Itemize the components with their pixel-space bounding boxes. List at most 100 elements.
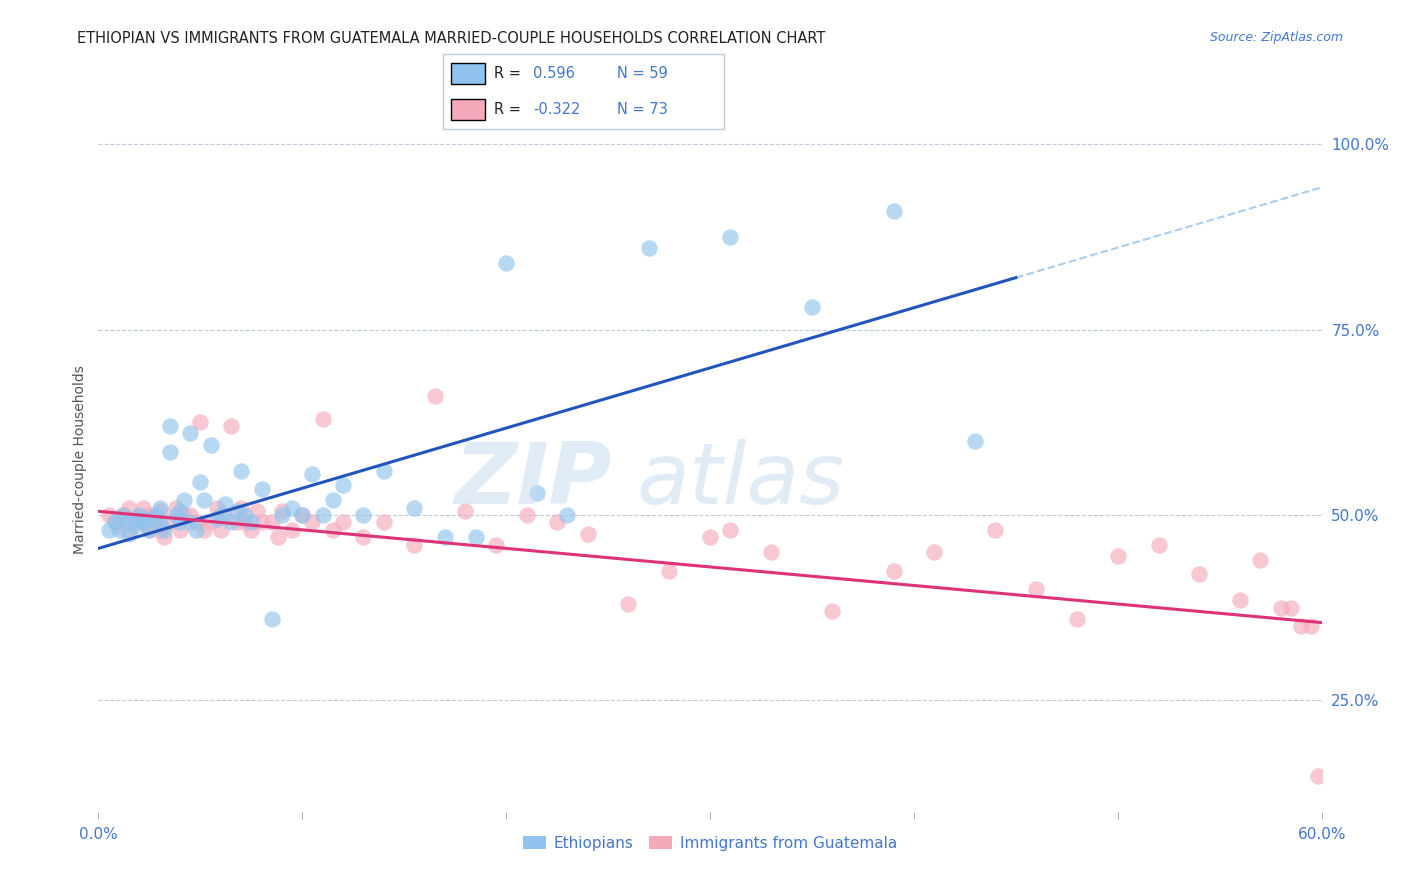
Point — [270, 504, 294, 518]
Point — [1291, 619, 1313, 633]
Point — [270, 508, 294, 522]
Point — [118, 500, 141, 515]
Point — [1270, 600, 1292, 615]
Point — [149, 504, 172, 518]
Point — [145, 508, 167, 522]
Point — [233, 516, 256, 530]
Point — [111, 508, 134, 522]
Text: N = 59: N = 59 — [617, 66, 668, 81]
Point — [118, 516, 141, 530]
Point — [516, 508, 538, 522]
Point — [658, 564, 681, 578]
Point — [1107, 549, 1129, 563]
Point — [801, 301, 824, 315]
Point — [576, 526, 599, 541]
Point — [169, 523, 191, 537]
Point — [281, 523, 304, 537]
Point — [404, 538, 426, 552]
Point — [111, 508, 134, 522]
Point — [97, 523, 120, 537]
Point — [240, 523, 263, 537]
Point — [205, 500, 228, 515]
Point — [149, 500, 172, 515]
Point — [761, 545, 783, 559]
Point — [165, 500, 187, 515]
Point — [179, 516, 201, 530]
Point — [546, 516, 568, 530]
Text: ZIP: ZIP — [454, 439, 612, 522]
Point — [138, 523, 160, 537]
Point — [250, 516, 273, 530]
Point — [231, 463, 253, 477]
Point — [179, 426, 201, 441]
Point — [159, 516, 181, 530]
Point — [219, 516, 242, 530]
Point — [128, 508, 150, 522]
Point — [984, 523, 1007, 537]
Text: N = 73: N = 73 — [617, 102, 668, 117]
Point — [97, 508, 120, 522]
Point — [246, 504, 269, 518]
Point — [922, 545, 945, 559]
Point — [423, 389, 446, 403]
Point — [1025, 582, 1047, 597]
Point — [373, 516, 395, 530]
Point — [193, 523, 215, 537]
Point — [149, 516, 172, 530]
Point — [219, 419, 242, 434]
Point — [250, 482, 273, 496]
Point — [1279, 600, 1302, 615]
FancyBboxPatch shape — [451, 99, 485, 120]
Point — [555, 508, 579, 522]
Legend: Ethiopians, Immigrants from Guatemala: Ethiopians, Immigrants from Guatemala — [517, 830, 903, 857]
Point — [179, 508, 201, 522]
Point — [104, 516, 127, 530]
Point — [186, 523, 208, 537]
Point — [108, 512, 131, 526]
Point — [124, 519, 146, 533]
Point — [128, 512, 150, 526]
Point — [118, 526, 141, 541]
Point — [138, 512, 160, 526]
Point — [173, 508, 195, 522]
Point — [145, 516, 167, 530]
Point — [188, 415, 212, 429]
Point — [352, 530, 374, 544]
Point — [152, 530, 174, 544]
Point — [291, 508, 314, 522]
Point — [1147, 538, 1170, 552]
Point — [267, 530, 290, 544]
Point — [209, 523, 232, 537]
Point — [617, 597, 640, 611]
Point — [526, 485, 548, 500]
Point — [260, 516, 283, 530]
Point — [118, 523, 141, 537]
Point — [138, 523, 160, 537]
Point — [159, 445, 181, 459]
Point — [332, 478, 354, 492]
Point — [281, 500, 304, 515]
Point — [226, 504, 249, 518]
Point — [1066, 612, 1088, 626]
Point — [138, 508, 160, 522]
Point — [149, 523, 172, 537]
Point — [291, 508, 314, 522]
Point — [718, 523, 742, 537]
Point — [322, 523, 344, 537]
Point — [312, 411, 335, 425]
Point — [312, 508, 335, 522]
Point — [205, 512, 228, 526]
Point — [332, 516, 354, 530]
Point — [495, 256, 517, 270]
Point — [260, 612, 283, 626]
Point — [699, 530, 721, 544]
Point — [165, 508, 187, 522]
Point — [214, 508, 236, 522]
Point — [301, 467, 323, 482]
Point — [404, 500, 426, 515]
Point — [1249, 552, 1271, 566]
Point — [373, 463, 395, 477]
Point — [322, 493, 344, 508]
Text: Source: ZipAtlas.com: Source: ZipAtlas.com — [1209, 31, 1343, 45]
Point — [637, 241, 661, 255]
